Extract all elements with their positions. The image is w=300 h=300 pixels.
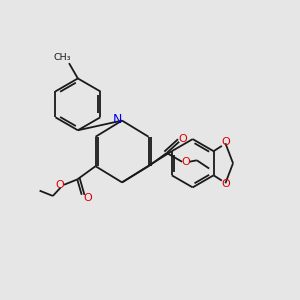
- Text: N: N: [112, 113, 122, 127]
- Text: CH₃: CH₃: [54, 53, 71, 62]
- Text: O: O: [222, 179, 230, 189]
- Text: O: O: [83, 193, 92, 203]
- Text: O: O: [182, 158, 190, 167]
- Text: O: O: [56, 180, 64, 190]
- Text: O: O: [178, 134, 188, 144]
- Text: O: O: [222, 137, 230, 147]
